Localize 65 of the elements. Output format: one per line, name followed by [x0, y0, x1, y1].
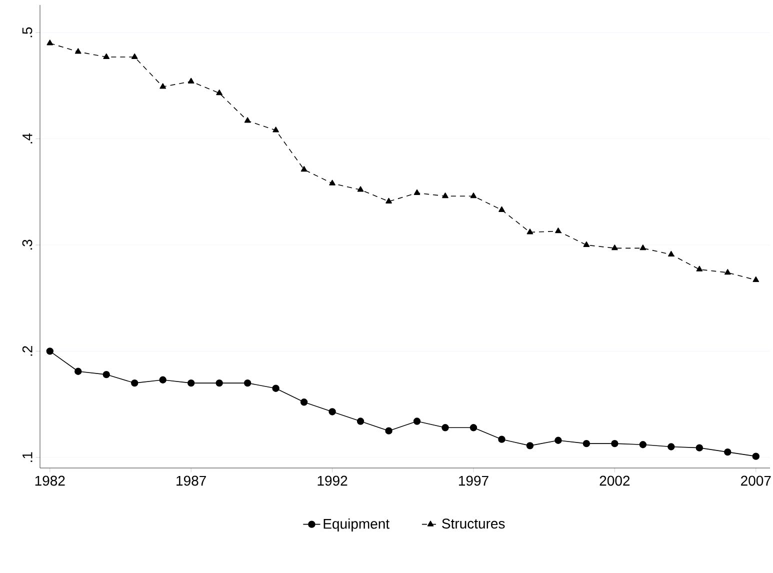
- point: [187, 379, 195, 387]
- point: [668, 443, 675, 450]
- point: [612, 244, 618, 250]
- point: [46, 40, 54, 46]
- y-tick-label: .2: [22, 346, 32, 356]
- point: [498, 436, 506, 443]
- point: [724, 448, 732, 456]
- point: [356, 418, 364, 425]
- point: [216, 379, 223, 387]
- point: [300, 398, 308, 406]
- point: [640, 244, 646, 250]
- y-tick-label: .3: [22, 240, 32, 250]
- x-tick-label: 1982: [35, 476, 65, 486]
- point: [188, 78, 194, 84]
- point: [329, 180, 336, 186]
- point: [582, 440, 590, 448]
- point: [526, 228, 534, 234]
- legend-label: Equipment: [324, 518, 390, 532]
- x-tick-label: 1987: [176, 476, 206, 486]
- point: [583, 241, 590, 247]
- y-tick-label: .1: [22, 452, 32, 462]
- point: [244, 379, 252, 387]
- x-tick-label: 2007: [741, 476, 771, 486]
- point: [385, 427, 392, 434]
- point: [554, 436, 562, 444]
- point: [752, 452, 760, 460]
- point: [386, 198, 392, 204]
- point: [639, 441, 647, 448]
- point: [752, 276, 760, 282]
- x-tick-label: 1997: [458, 476, 488, 486]
- point: [526, 442, 534, 450]
- legend-label: Structures: [442, 518, 505, 529]
- point: [272, 126, 279, 132]
- point: [160, 83, 166, 89]
- point: [555, 228, 562, 234]
- point: [470, 192, 477, 198]
- point: [696, 444, 704, 452]
- point: [131, 379, 138, 387]
- point: [328, 408, 336, 416]
- point: [131, 53, 138, 60]
- point: [724, 269, 731, 275]
- point: [442, 192, 448, 198]
- point: [244, 117, 251, 123]
- point: [46, 348, 54, 355]
- x-tick-label: 2002: [600, 476, 630, 486]
- point: [74, 48, 82, 54]
- point: [159, 376, 166, 384]
- point: [272, 384, 280, 392]
- point: [216, 90, 222, 96]
- point: [442, 424, 449, 432]
- point: [74, 368, 82, 375]
- point: [498, 206, 505, 212]
- point: [414, 189, 420, 195]
- point: [300, 166, 308, 172]
- point: [102, 370, 110, 378]
- y-tick-label: .5: [22, 27, 32, 38]
- y-tick-label: .4: [22, 133, 32, 144]
- point: [668, 250, 674, 257]
- point: [696, 266, 703, 272]
- point: [611, 440, 618, 448]
- point: [413, 418, 421, 425]
- point: [357, 186, 364, 192]
- x-tick-label: 1992: [318, 476, 348, 486]
- point: [470, 424, 478, 432]
- point: [103, 53, 110, 60]
